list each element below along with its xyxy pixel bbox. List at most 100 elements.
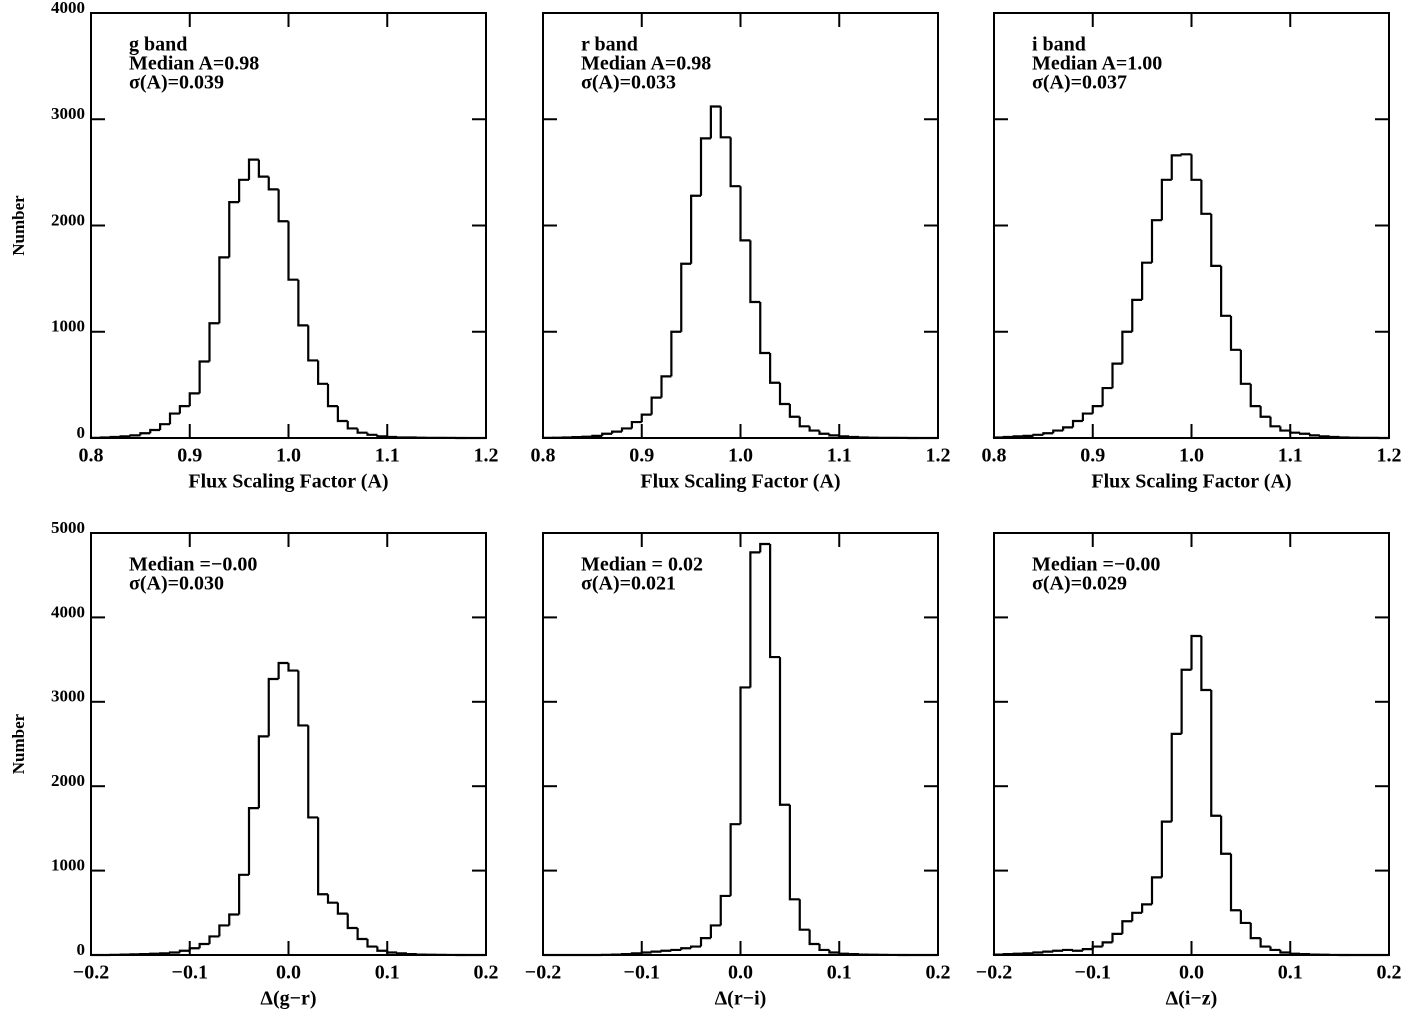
histogram-step	[1170, 154, 1182, 180]
histogram-step	[992, 436, 1004, 439]
histogram-step	[660, 949, 672, 952]
x-axis-label: Δ(g−r)	[260, 988, 316, 1010]
histogram-step	[778, 657, 790, 806]
histogram-step	[828, 433, 840, 437]
x-tick-label: 1.1	[827, 445, 852, 467]
histogram-step	[749, 240, 761, 304]
histogram-step	[376, 434, 388, 438]
histogram-step	[168, 951, 180, 954]
histogram-step	[336, 406, 348, 423]
histogram-step	[317, 817, 328, 896]
histogram-step	[601, 432, 613, 436]
histogram-step	[1121, 330, 1133, 364]
histogram-step	[287, 662, 299, 672]
x-tick-label: 0.0	[728, 962, 753, 984]
histogram-step	[1160, 178, 1172, 221]
histogram-step	[228, 913, 240, 926]
annotation: σ(A)=0.033	[581, 72, 676, 94]
histogram-step	[759, 302, 771, 355]
x-tick-label: 0.1	[1278, 962, 1303, 984]
x-axis-label: Δ(r−i)	[715, 988, 767, 1010]
histogram-step	[1101, 386, 1113, 407]
annotation: σ(A)=0.030	[129, 573, 224, 595]
x-tick-label: 0.9	[629, 445, 654, 467]
x-tick-label: 0.8	[531, 445, 556, 467]
histogram-step	[1091, 945, 1103, 950]
histogram-step	[218, 924, 230, 937]
histogram-step	[376, 946, 388, 952]
histogram-step	[208, 935, 220, 945]
histogram-step	[1131, 298, 1143, 332]
histogram-step	[699, 937, 711, 947]
histogram-step	[1032, 951, 1044, 954]
annotation: σ(A)=0.029	[1032, 573, 1127, 595]
histogram-step	[1229, 853, 1241, 912]
x-tick-label: 0.0	[276, 962, 301, 984]
histogram-step	[769, 543, 780, 659]
histogram-step	[1141, 903, 1152, 913]
x-tick-label: 0.1	[375, 962, 400, 984]
histogram-step	[828, 949, 840, 954]
histogram-step	[1279, 426, 1291, 432]
x-tick-label: −0.1	[172, 962, 208, 984]
histogram-step	[208, 322, 220, 362]
histogram-step	[1111, 362, 1123, 389]
y-axis-label: Number	[9, 195, 28, 256]
histogram-step	[198, 360, 210, 394]
histogram-step	[129, 434, 141, 437]
histogram-step	[1052, 429, 1064, 434]
y-tick-label: 2000	[51, 771, 85, 790]
x-tick-label: 0.8	[982, 445, 1007, 467]
histogram-step	[139, 432, 151, 436]
histogram-step	[178, 405, 190, 414]
histogram-step	[1259, 406, 1271, 418]
histogram-step	[326, 894, 338, 904]
histogram-step	[808, 426, 820, 432]
x-tick-label: 1.0	[276, 445, 301, 467]
x-tick-label: 0.9	[1080, 445, 1105, 467]
histogram-step	[247, 807, 259, 875]
histogram-step	[317, 360, 328, 385]
histogram-step	[690, 194, 701, 264]
histogram-step	[759, 542, 771, 553]
histogram-step	[1170, 732, 1182, 822]
histogram-step	[297, 670, 309, 727]
plot-frame	[90, 532, 487, 956]
y-tick-label: 0	[77, 940, 86, 959]
histogram-step	[1141, 261, 1152, 300]
histogram-step	[838, 952, 850, 955]
y-axis-label: Number	[9, 713, 28, 774]
histogram-step	[238, 873, 249, 915]
x-tick-label: −0.2	[976, 962, 1012, 984]
histogram-step	[630, 952, 642, 955]
histogram-step	[670, 948, 682, 952]
histogram-step	[670, 330, 682, 377]
histogram-step	[366, 938, 378, 948]
x-tick-label: 0.0	[1179, 962, 1204, 984]
histogram-step	[1269, 416, 1281, 428]
histogram-step	[848, 435, 859, 439]
histogram-step	[818, 430, 830, 435]
x-axis-label: Flux Scaling Factor (A)	[1091, 471, 1291, 493]
histogram-step	[198, 942, 210, 949]
histogram-step	[749, 551, 761, 688]
histogram-step	[228, 201, 240, 258]
histogram-step	[1062, 948, 1073, 952]
histogram-step	[640, 413, 652, 423]
histogram-step	[1111, 932, 1123, 943]
histogram-step	[1200, 179, 1212, 215]
histogram-step	[650, 950, 662, 953]
histogram-step	[1071, 419, 1083, 428]
histogram-step	[346, 421, 358, 430]
histogram-step	[1042, 950, 1054, 953]
histogram-step	[739, 186, 751, 242]
x-tick-label: 0.9	[177, 445, 202, 467]
y-tick-label: 4000	[51, 0, 85, 17]
histogram-step	[808, 929, 820, 946]
histogram-step	[1210, 213, 1222, 267]
histogram-step	[168, 412, 180, 425]
histogram-step	[188, 947, 200, 951]
x-tick-label: 1.0	[1179, 445, 1204, 467]
histogram-step	[1052, 949, 1064, 952]
histogram-step	[257, 735, 269, 809]
